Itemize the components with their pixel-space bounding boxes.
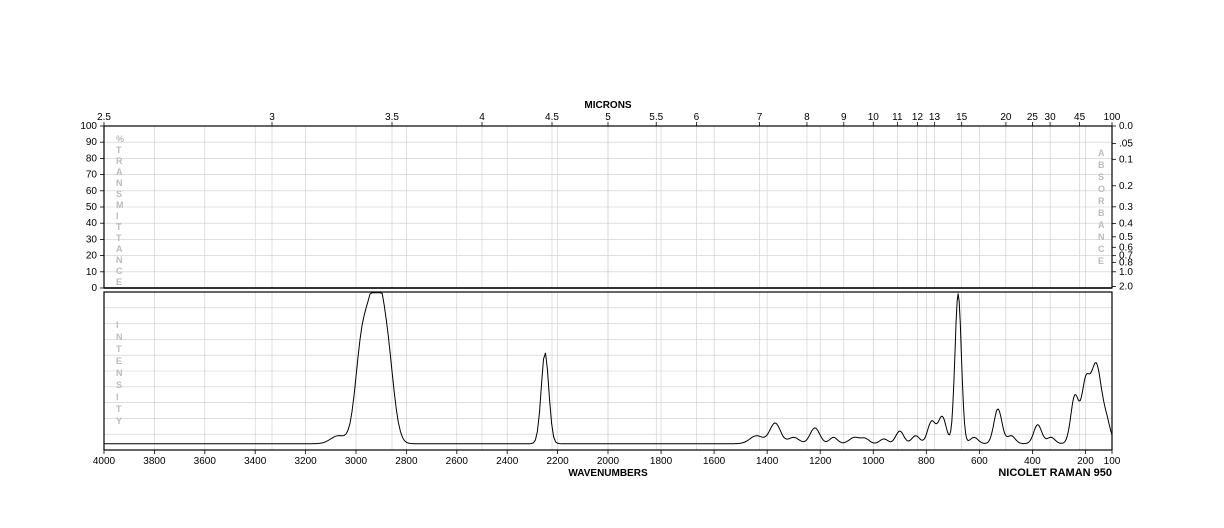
intensity-label-letter: I (116, 320, 119, 330)
transmittance-tick: 20 (86, 251, 98, 262)
intensity-label-letter: T (116, 344, 122, 354)
intensity-label-letter: T (116, 404, 122, 414)
transmittance-tick: 50 (86, 202, 98, 213)
transmittance-tick: 90 (86, 137, 98, 148)
ir-raman-spectrum-chart: MICRONS2.533.544.555.5678910111213152025… (0, 0, 1224, 528)
absorbance-label-letter: E (1098, 256, 1104, 266)
absorbance-tick: 0.2 (1119, 181, 1133, 192)
wavenumber-tick: 3000 (345, 456, 368, 467)
transmittance-label-letter: E (116, 277, 122, 287)
intensity-label-letter: E (116, 356, 122, 366)
absorbance-tick: 0.3 (1119, 202, 1133, 213)
absorbance-tick: 2.0 (1119, 281, 1133, 292)
transmittance-label-letter: C (116, 266, 123, 276)
transmittance-label-letter: A (116, 244, 123, 254)
absorbance-label-letter: O (1098, 184, 1105, 194)
absorbance-label-letter: B (1098, 160, 1105, 170)
transmittance-label-letter: % (116, 134, 124, 144)
intensity-label-letter: N (116, 332, 123, 342)
transmittance-label-letter: M (116, 200, 124, 210)
wavenumber-tick: 2000 (597, 456, 620, 467)
micron-tick: 2.5 (97, 112, 111, 123)
wavenumber-tick: 3200 (294, 456, 317, 467)
wavenumber-tick: 4000 (93, 456, 116, 467)
micron-tick: 15 (956, 112, 968, 123)
wavenumber-tick: 2400 (496, 456, 519, 467)
transmittance-label-letter: T (116, 222, 122, 232)
absorbance-tick: 0.1 (1119, 154, 1133, 165)
wavenumber-tick: 400 (1024, 456, 1041, 467)
bottom-axis-label: WAVENUMBERS (568, 468, 648, 479)
absorbance-label-letter: N (1098, 232, 1105, 242)
intensity-label-letter: I (116, 392, 119, 402)
transmittance-label-letter: S (116, 189, 122, 199)
wavenumber-tick: 100 (1104, 456, 1121, 467)
micron-tick: 3.5 (385, 112, 399, 123)
wavenumber-tick: 800 (918, 456, 935, 467)
absorbance-tick: .05 (1119, 139, 1133, 150)
transmittance-label-letter: T (116, 233, 122, 243)
micron-tick: 5 (605, 112, 611, 123)
absorbance-label-letter: B (1098, 208, 1105, 218)
micron-tick: 30 (1045, 112, 1057, 123)
micron-tick: 4.5 (545, 112, 559, 123)
transmittance-label-letter: N (116, 255, 123, 265)
wavenumber-tick: 1800 (650, 456, 673, 467)
micron-tick: 13 (929, 112, 941, 123)
micron-tick: 6 (694, 112, 700, 123)
wavenumber-tick: 200 (1077, 456, 1094, 467)
transmittance-tick: 0 (91, 283, 97, 294)
wavenumber-tick: 2600 (446, 456, 469, 467)
absorbance-tick: 0.5 (1119, 232, 1133, 243)
instrument-label: NICOLET RAMAN 950 (998, 467, 1112, 479)
micron-tick: 4 (479, 112, 485, 123)
intensity-label-letter: N (116, 368, 123, 378)
wavenumber-tick: 1200 (809, 456, 832, 467)
absorbance-label-letter: S (1098, 172, 1104, 182)
transmittance-label-letter: N (116, 178, 123, 188)
micron-tick: 8 (804, 112, 810, 123)
micron-tick: 7 (757, 112, 763, 123)
transmittance-tick: 80 (86, 153, 98, 164)
micron-tick: 20 (1000, 112, 1012, 123)
wavenumber-tick: 2800 (395, 456, 418, 467)
absorbance-label-letter: R (1098, 196, 1105, 206)
wavenumber-tick: 2200 (546, 456, 569, 467)
wavenumber-tick: 3800 (143, 456, 166, 467)
wavenumber-tick: 1600 (703, 456, 726, 467)
transmittance-tick: 40 (86, 218, 98, 229)
absorbance-label-letter: C (1098, 244, 1105, 254)
micron-tick: 25 (1027, 112, 1039, 123)
wavenumber-tick: 3600 (194, 456, 217, 467)
wavenumber-tick: 1000 (862, 456, 885, 467)
micron-tick: 12 (912, 112, 924, 123)
transmittance-tick: 10 (86, 267, 98, 278)
transmittance-label-letter: A (116, 167, 123, 177)
intensity-label-letter: S (116, 380, 122, 390)
absorbance-tick: 0.0 (1119, 121, 1133, 132)
absorbance-tick: 1.0 (1119, 267, 1133, 278)
wavenumber-tick: 600 (971, 456, 988, 467)
intensity-label-letter: Y (116, 416, 122, 426)
transmittance-label-letter: R (116, 156, 123, 166)
wavenumber-tick: 3400 (244, 456, 267, 467)
micron-tick: 5.5 (649, 112, 663, 123)
chart-svg: MICRONS2.533.544.555.5678910111213152025… (0, 0, 1224, 528)
absorbance-label-letter: A (1098, 148, 1105, 158)
micron-tick: 10 (868, 112, 880, 123)
micron-tick: 45 (1074, 112, 1086, 123)
transmittance-tick: 70 (86, 170, 98, 181)
transmittance-tick: 30 (86, 234, 98, 245)
transmittance-label-letter: T (116, 145, 122, 155)
transmittance-tick: 100 (80, 121, 97, 132)
top-axis-label: MICRONS (584, 100, 632, 111)
micron-tick: 3 (269, 112, 275, 123)
absorbance-tick: 0.4 (1119, 219, 1133, 230)
absorbance-label-letter: A (1098, 220, 1105, 230)
wavenumber-tick: 1400 (756, 456, 779, 467)
micron-tick: 11 (892, 112, 903, 123)
transmittance-label-letter: I (116, 211, 119, 221)
transmittance-tick: 60 (86, 186, 98, 197)
micron-tick: 9 (841, 112, 847, 123)
